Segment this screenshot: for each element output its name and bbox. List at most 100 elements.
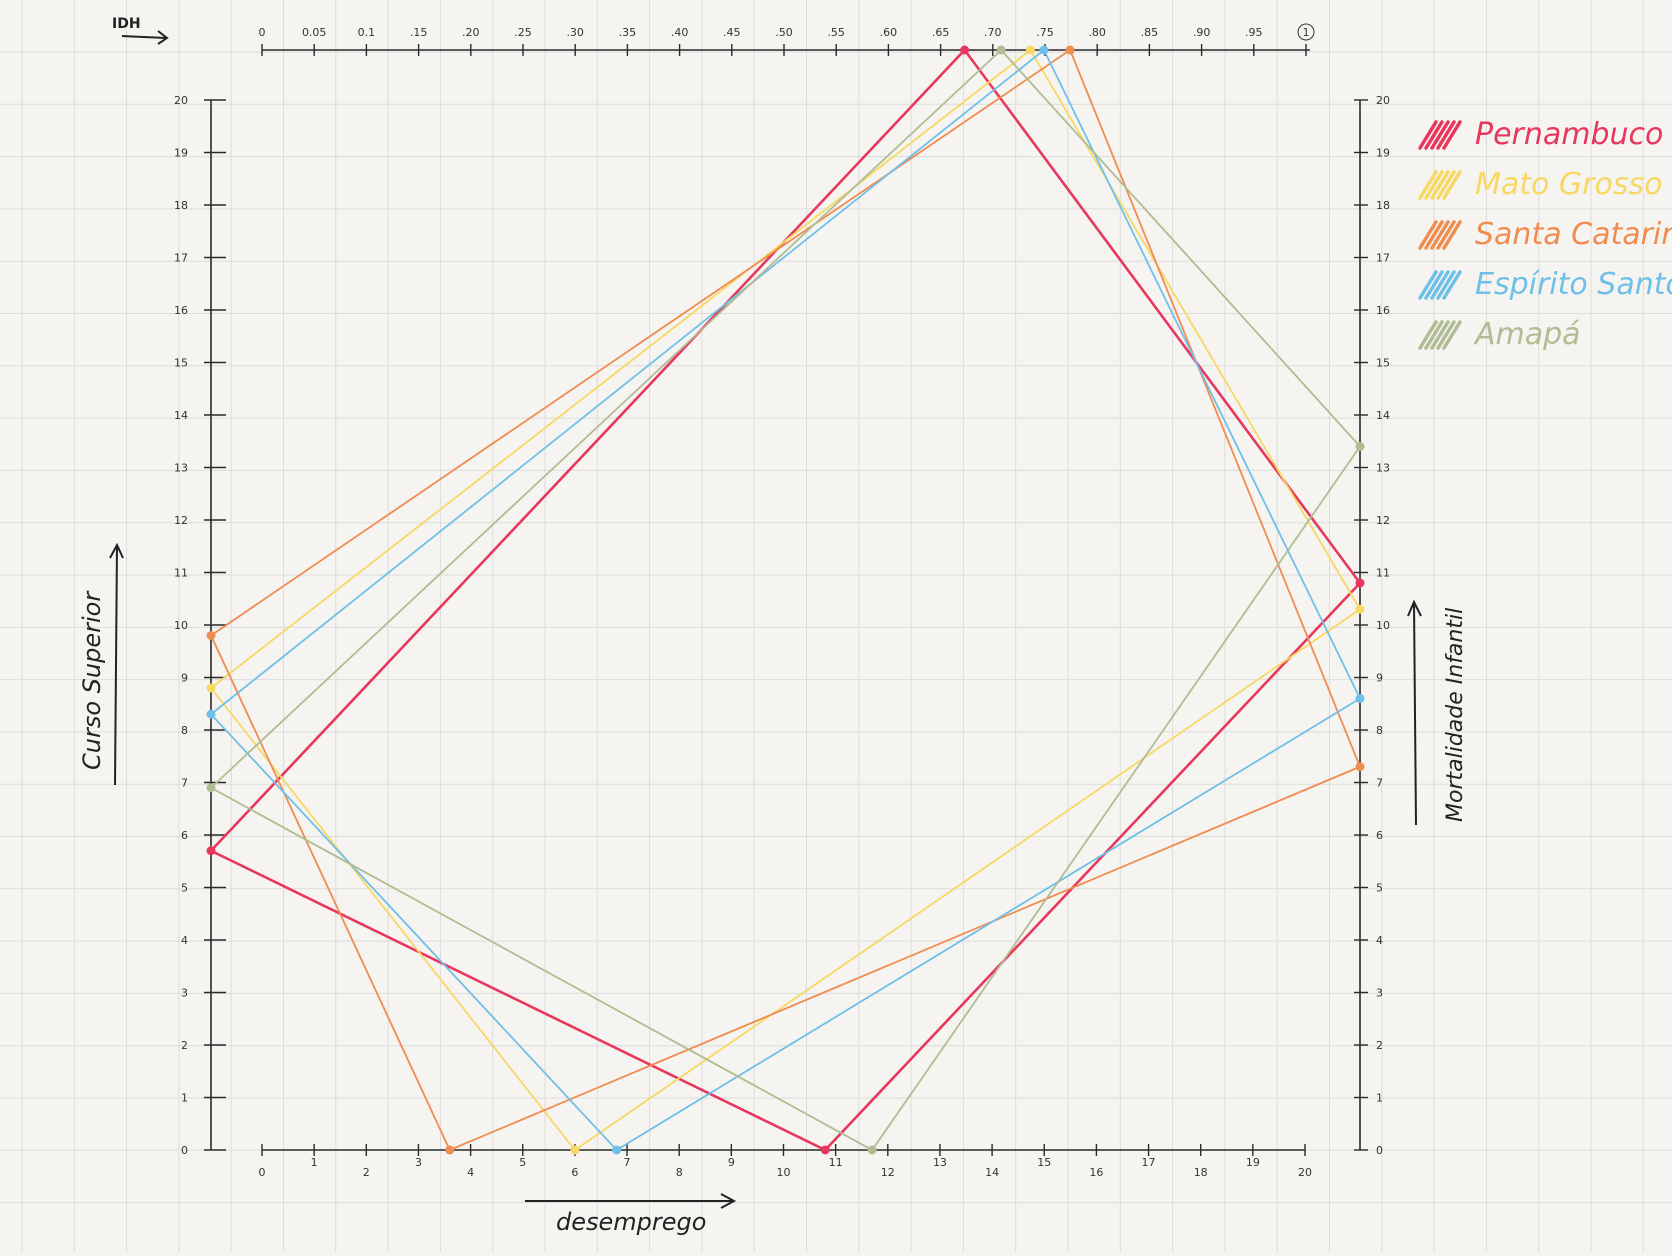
series-pernambuco: [206, 45, 1365, 1155]
series-line-pernambuco: [209, 48, 1362, 1152]
idh-axis-label: IDH: [112, 16, 141, 32]
data-point-pernambuco: [1355, 578, 1365, 588]
tick-label: .55: [827, 26, 845, 39]
tick-label: 20: [1376, 94, 1390, 107]
idh-axis-title: IDH: [112, 16, 169, 45]
tick-label: 6: [571, 1166, 578, 1179]
tick-label: 5: [519, 1156, 526, 1169]
data-point-pernambuco: [820, 1145, 830, 1155]
tick-label: 9: [1376, 672, 1383, 685]
tick-label: 0: [259, 1166, 266, 1179]
tick-label: 0: [1376, 1144, 1383, 1157]
data-point-amapa: [1355, 442, 1365, 451]
series-line-espirito-santo: [210, 49, 1361, 1151]
tick-label: .30: [566, 26, 584, 39]
tick-label: 14: [1376, 409, 1390, 422]
tick-label: 11: [174, 567, 188, 580]
tick-label: 2: [1376, 1039, 1383, 1052]
data-point-amapa: [996, 45, 1006, 55]
tick-label: 19: [174, 147, 188, 160]
tick-label: 13: [174, 462, 188, 475]
tick-label: 3: [415, 1156, 422, 1169]
tick-label: 11: [829, 1156, 843, 1169]
data-point-santa-catarina: [445, 1145, 455, 1155]
desemprego-axis-label: desemprego: [556, 1208, 706, 1236]
tick-label: 10: [174, 619, 188, 632]
data-point-pernambuco: [960, 45, 970, 55]
series-line-santa-catarina: [210, 49, 1361, 1151]
tick-label: 11: [1376, 567, 1390, 580]
tick-label: 17: [174, 252, 188, 265]
tick-label: 2: [181, 1039, 188, 1052]
tick-label: 7: [624, 1156, 631, 1169]
data-point-mato-grosso-do-sul: [1025, 45, 1035, 55]
legend-swatch-icon: [1418, 320, 1462, 350]
legend-swatch-icon: [1418, 220, 1462, 250]
legend-swatch-icon: [1418, 120, 1462, 150]
tick-label: .65: [932, 26, 950, 39]
curso-superior-arrow-icon: [109, 542, 124, 786]
tick-label: 1: [311, 1156, 318, 1169]
tick-label: 12: [881, 1166, 895, 1179]
series-espirito-santo: [206, 45, 1365, 1155]
tick-label: 4: [1376, 934, 1383, 947]
legend-item: Santa Catarina: [1418, 217, 1672, 252]
data-point-mato-grosso-do-sul: [206, 683, 216, 693]
tick-label: .40: [671, 26, 689, 39]
tick-label: 17: [1142, 1156, 1156, 1169]
series-mato-grosso-do-sul: [206, 45, 1365, 1155]
data-point-santa-catarina: [1355, 762, 1365, 772]
tick-label: 5: [1376, 882, 1383, 895]
tick-label: 5: [181, 882, 188, 895]
axis-ticks: 0 0.05 0.1 .15 .20 .25 .30 .35 .40 .45 .50 .55 .60 .6…: [174, 23, 1390, 1179]
tick-label: 18: [1194, 1166, 1208, 1179]
tick-label: 10: [1376, 619, 1390, 632]
data-point-santa-catarina: [1065, 45, 1075, 55]
tick-label: .75: [1036, 26, 1054, 39]
tick-label: 18: [174, 199, 188, 212]
tick-label: 15: [174, 357, 188, 370]
tick-label: 16: [174, 304, 188, 317]
tick-label: .15: [410, 26, 428, 39]
legend-label: Santa Catarina: [1475, 217, 1672, 252]
axes: [210, 49, 1361, 1151]
tick-label: .80: [1088, 26, 1106, 39]
tick-label: .45: [723, 26, 741, 39]
mortalidade-infantil-axis-label: Mortalidade Infantil: [1443, 608, 1468, 822]
data-point-santa-catarina: [206, 631, 216, 640]
mortalidade-infantil-arrow-icon: [1407, 599, 1422, 826]
tick-label: 12: [1376, 514, 1390, 527]
tick-label: 17: [1376, 252, 1390, 265]
tick-label: 16: [1089, 1166, 1103, 1179]
tick-label: 15: [1376, 357, 1390, 370]
idh-arrow-icon: [121, 30, 169, 45]
data-point-espirito-santo: [1355, 694, 1365, 703]
tick-label: .90: [1193, 26, 1211, 39]
tick-label: 16: [1376, 304, 1390, 317]
mortalidade-infantil-axis-title: Mortalidade Infantil: [1407, 599, 1468, 826]
curso-superior-axis-title: Curso Superior: [78, 542, 124, 786]
tick-label: 9: [728, 1156, 735, 1169]
legend-item: Pernambuco: [1418, 117, 1663, 152]
legend: Pernambuco Mato Grosso do Sul Santa Catari…: [1418, 117, 1672, 352]
tick-label: 0.05: [302, 26, 327, 39]
legend-item: Mato Grosso do Sul: [1418, 167, 1672, 202]
legend-swatch-icon: [1418, 270, 1462, 300]
tick-label: 3: [1376, 987, 1383, 1000]
series-lines: [206, 45, 1365, 1155]
legend-item: Amapá: [1418, 317, 1581, 352]
tick-label: 3: [181, 987, 188, 1000]
data-point-espirito-santo: [612, 1145, 622, 1155]
series-line-mato-grosso-do-sul: [210, 49, 1361, 1151]
series-line-amapa: [210, 49, 1361, 1151]
tick-label: .95: [1245, 26, 1263, 39]
tick-label: 9: [181, 672, 188, 685]
tick-label: .20: [462, 26, 480, 39]
legend-item: Espírito Santo: [1418, 267, 1672, 302]
tick-label: 10: [777, 1166, 791, 1179]
data-point-mato-grosso-do-sul: [570, 1145, 580, 1155]
tick-label: 19: [1246, 1156, 1260, 1169]
legend-label: Amapá: [1473, 317, 1581, 352]
tick-label: 20: [1298, 1166, 1312, 1179]
